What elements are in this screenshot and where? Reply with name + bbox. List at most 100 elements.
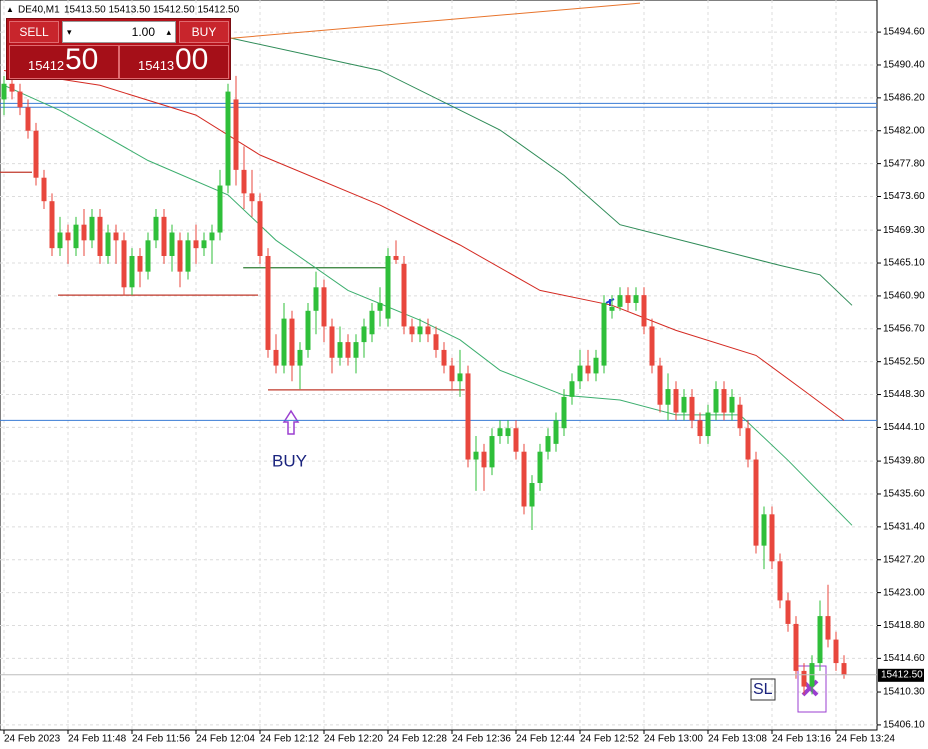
candle-body [633,295,639,303]
y-tick-label: 15477.80 [883,158,925,169]
y-tick-label: 15490.40 [883,60,925,71]
moving-average [3,84,853,526]
candle-body [257,201,263,256]
moving-average [139,21,853,306]
candle-body [313,287,319,311]
sl-box [750,678,776,701]
buy-button[interactable]: BUY [179,21,229,43]
candle-body [433,334,439,350]
x-tick-label: 24 Feb 13:00 [644,734,703,745]
candle-body [577,365,583,382]
y-tick-label: 15469.30 [883,225,925,236]
x-tick-label: 24 Feb 12:52 [580,734,639,745]
candle-body [321,287,327,327]
candle-body [1,83,7,100]
x-tick-label: 24 Feb 12:28 [388,734,447,745]
candle-body [617,295,623,307]
moving-average [211,2,641,41]
candle-body [65,232,71,241]
candle-body [625,295,631,303]
candle-body [89,216,95,241]
increase[interactable]: ▴ [166,27,171,37]
candle-body [793,623,799,671]
candle-body [425,326,431,335]
decrease[interactable]: ▾ [67,27,72,37]
y-tick-label: 15465.10 [883,258,925,269]
y-tick-label: 15444.10 [883,422,925,433]
candle-body [561,396,567,429]
candle-body [337,342,343,358]
candle-body [289,318,295,366]
candle-body [97,216,103,256]
candle-body [713,389,719,413]
bid-big: 15412 [28,58,65,73]
candle-body [833,639,839,664]
x-tick-label: 24 Feb 12:20 [324,734,383,745]
candle-body [249,193,255,202]
candle-body [217,185,223,233]
ask-small: 00 [175,43,209,76]
candle-body [49,201,55,249]
y-tick-label: 15414.60 [883,653,925,664]
candle-body [689,396,695,421]
candle-body [305,310,311,350]
y-tick-label: 15431.40 [883,521,925,532]
candle-body [265,255,271,350]
candle-body [673,389,679,413]
candle-body [729,396,735,413]
candle-body [649,326,655,366]
candle-body [73,224,79,249]
ask-price[interactable]: 15413 00 [119,43,229,79]
candle-body [801,670,807,687]
candle-body [233,99,239,170]
candle-body [769,514,775,562]
y-tick-label: 15494.60 [883,27,925,38]
candle-body [505,428,511,437]
x-tick-label: 24 Feb 12:44 [516,734,575,745]
candle-body [201,240,207,249]
sell-button[interactable]: SELL [9,21,59,43]
candle-body [297,349,303,366]
y-tick-label: 15410.30 [883,687,925,698]
candle-body [177,240,183,272]
price-label-bg [878,668,924,682]
candle-body [401,263,407,327]
candle-body [465,373,471,460]
candle-body [817,616,823,664]
candle-body [657,365,663,405]
candle-body [113,232,119,241]
x-tick-label: 24 Feb 12:04 [196,734,255,745]
candle-body [537,451,543,484]
candle-body [457,373,463,382]
symbol: DE40,M1 [18,5,60,16]
x-tick-label: 24 Feb 13:24 [836,734,895,745]
candle-body [57,232,63,249]
candle-body [441,349,447,366]
candle-body [129,255,135,288]
quote: 15413.50 15413.50 15412.50 15412.50 [64,5,240,16]
candle-body [697,420,703,437]
plot-area [0,0,878,731]
y-tick-label: 15448.30 [883,389,925,400]
candle-body [169,232,175,256]
trade-panel: SELL ▾ 1.00 ▴ BUY 15412 50 15413 00 [6,18,231,80]
candle-body [329,326,335,358]
volume-field[interactable]: ▾ 1.00 ▴ [62,21,176,43]
candle-body [105,232,111,256]
candle-body [593,357,599,374]
candle-body [665,389,671,405]
candle-body [369,310,375,335]
candle-body [409,326,415,335]
x-tick-label: 24 Feb 11:48 [68,734,127,745]
candle-body [641,295,647,327]
candle-body [841,663,847,675]
bid-price[interactable]: 15412 50 [9,43,119,79]
y-tick-label: 15482.00 [883,125,925,136]
candle-body [553,420,559,444]
moving-average [3,70,845,421]
candle-body [41,177,47,202]
candle-body [281,318,287,366]
y-tick-label: 15427.20 [883,554,925,565]
